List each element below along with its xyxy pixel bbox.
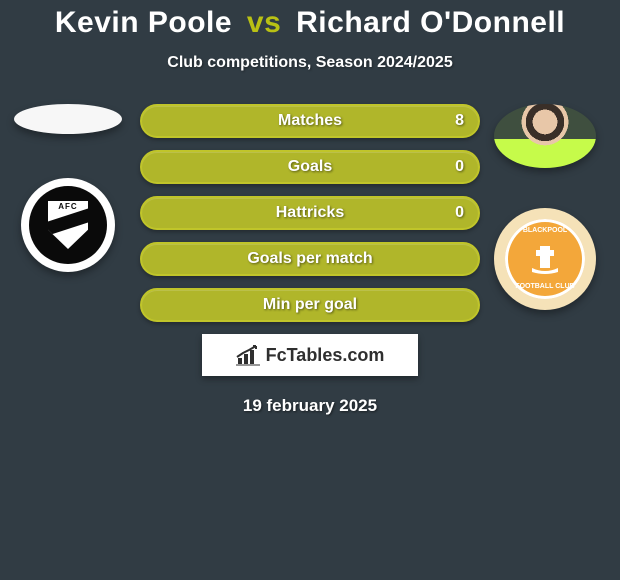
club-crest-icon (530, 244, 560, 274)
stat-label: Matches (278, 112, 342, 130)
stat-row-goals-per-match: Goals per match (140, 242, 480, 276)
stat-value-right: 0 (455, 158, 464, 176)
stat-value-right: 0 (455, 204, 464, 222)
club-badge-inner: AFC (29, 186, 107, 264)
stat-label: Min per goal (263, 296, 357, 314)
player1-name: Kevin Poole (55, 6, 232, 39)
left-column: AFC (8, 104, 128, 272)
stat-row-min-per-goal: Min per goal (140, 288, 480, 322)
stat-label: Hattricks (276, 204, 344, 222)
stat-value-right: 8 (455, 112, 464, 130)
stats-column: Matches 8 Goals 0 Hattricks 0 Goals per … (140, 104, 480, 322)
right-column: BLACKPOOL FOOTBALL CLUB (490, 104, 600, 310)
club-badge-inner: BLACKPOOL FOOTBALL CLUB (505, 219, 585, 299)
club-badge-text-bottom: FOOTBALL CLUB (505, 283, 585, 291)
vs-label: vs (247, 6, 281, 39)
brand-badge[interactable]: FcTables.com (202, 334, 418, 376)
stat-row-hattricks: Hattricks 0 (140, 196, 480, 230)
stat-label: Goals per match (247, 250, 372, 268)
player2-name: Richard O'Donnell (296, 6, 565, 39)
player1-photo-placeholder (14, 104, 122, 134)
player2-club-badge: BLACKPOOL FOOTBALL CLUB (494, 208, 596, 310)
bar-chart-icon (236, 344, 260, 366)
comparison-title: Kevin Poole vs Richard O'Donnell (0, 0, 620, 40)
main-area: AFC Matches 8 Goals 0 Hattricks 0 Goals … (0, 104, 620, 322)
subtitle: Club competitions, Season 2024/2025 (0, 54, 620, 72)
shield-band (44, 207, 92, 237)
date-label: 19 february 2025 (0, 396, 620, 416)
shield-icon: AFC (48, 201, 88, 249)
stat-row-goals: Goals 0 (140, 150, 480, 184)
stat-row-matches: Matches 8 (140, 104, 480, 138)
club-badge-text-top: BLACKPOOL (505, 227, 585, 235)
player2-photo (494, 104, 596, 168)
stat-label: Goals (288, 158, 332, 176)
player1-club-badge: AFC (21, 178, 115, 272)
brand-text: FcTables.com (266, 345, 385, 366)
